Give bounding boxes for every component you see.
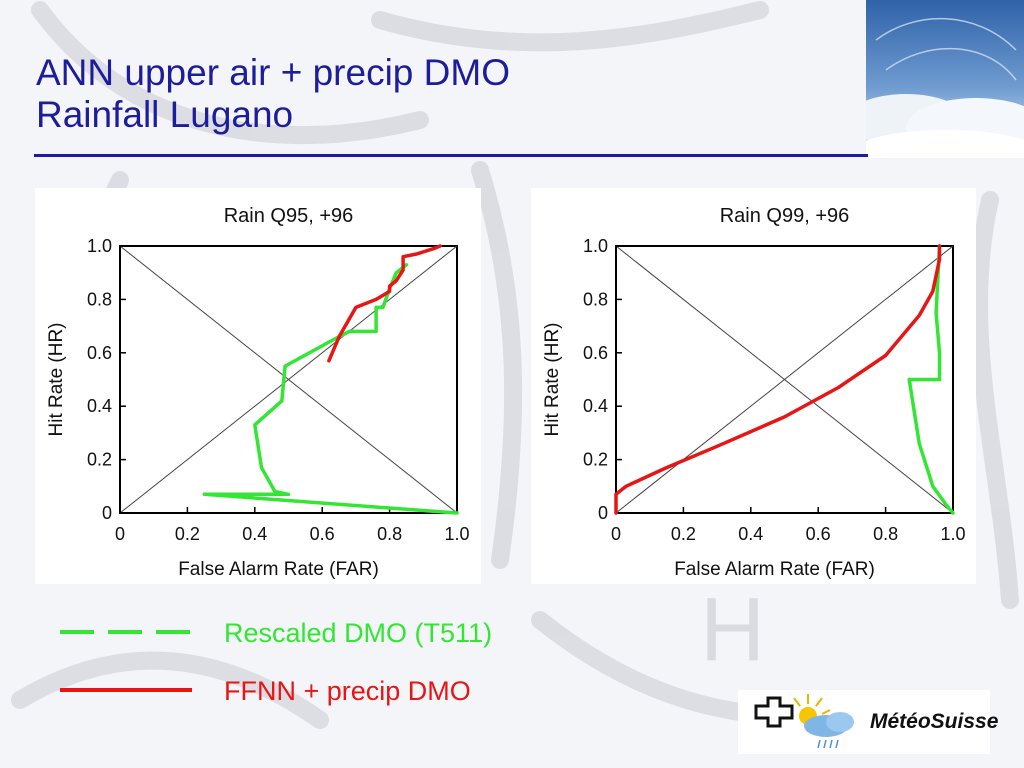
y-tick-label: 0.4 [583,396,608,416]
y-tick-label: 1.0 [87,236,112,256]
x-tick-label: 0 [115,524,125,544]
y-tick-label: 0 [102,503,112,523]
x-tick-label: 0.2 [671,524,696,544]
slide-title: ANN upper air + precip DMO Rainfall Luga… [36,52,510,136]
chart-q99-panel: Rain Q99, +96 0 0.2 0.4 0.6 0.8 1.0 0 0.2 0.4 0.6 0… [531,188,976,584]
legend-label-rescaled-dmo: Rescaled DMO (T511) [224,618,493,648]
x-axis-label: False Alarm Rate (FAR) [178,559,379,580]
x-tick-label: 0.6 [310,524,335,544]
series-line-1 [327,244,442,363]
series-line-1 [614,244,942,515]
y-tick-label: 0.6 [583,343,608,363]
title-line-2: Rainfall Lugano [36,94,294,135]
series-line-0 [907,244,955,515]
x-tick-label: 0.2 [175,524,200,544]
y-tick-label: 1.0 [583,236,608,256]
x-tick-label: 0.6 [806,524,831,544]
chart-q99: Rain Q99, +96 0 0.2 0.4 0.6 0.8 1.0 0 0.2 0.4 0.6 0… [542,205,966,580]
chart-title: Rain Q95, +96 [224,205,354,227]
chart-q95: Rain Q95, +96 0 0.2 0.4 0.6 0.8 1.0 0 0.2 0.4 0.6 0… [46,205,470,580]
y-tick-label: 0.4 [87,396,112,416]
anti-diagonal-reference-line [615,245,954,514]
pressure-h-symbol: H [700,580,765,680]
logo-text: MétéoSuisse [870,710,999,733]
x-tick-label: 0 [611,524,621,544]
x-tick-label: 0.8 [873,524,898,544]
title-underline [34,154,868,157]
x-tick-label: 0.8 [377,524,402,544]
legend-swatch-red-solid [60,688,192,692]
y-axis-label: Hit Rate (HR) [542,322,563,436]
y-tick-label: 0.8 [583,289,608,309]
x-axis-label: False Alarm Rate (FAR) [674,559,875,580]
meteosuisse-logo [738,690,990,754]
y-tick-label: 0.8 [87,289,112,309]
legend-swatch-green-dashed [60,630,192,634]
title-line-1: ANN upper air + precip DMO [36,52,510,93]
x-tick-label: 0.4 [738,524,763,544]
meteosuisse-logo-icon [754,694,854,749]
y-axis-label: Hit Rate (HR) [46,322,67,436]
x-tick-label: 1.0 [444,524,469,544]
chart-title: Rain Q99, +96 [720,205,850,227]
chart-q95-panel: Rain Q95, +96 0 0.2 0.4 0.6 0.8 1.0 0 0.2 0.4 0.6 0… [35,188,481,584]
plot-frame [119,245,458,514]
y-tick-label: 0.2 [583,450,608,470]
legend-label-ffnn: FFNN + precip DMO [224,676,471,706]
series-line-0 [202,262,459,515]
y-tick-label: 0.2 [87,450,112,470]
y-tick-label: 0 [598,503,608,523]
anti-diagonal-reference-line [119,245,458,514]
corner-cloud-photo [866,0,1024,158]
plot-frame [615,245,954,514]
x-tick-label: 0.4 [242,524,267,544]
x-tick-label: 1.0 [940,524,965,544]
y-tick-label: 0.6 [87,343,112,363]
